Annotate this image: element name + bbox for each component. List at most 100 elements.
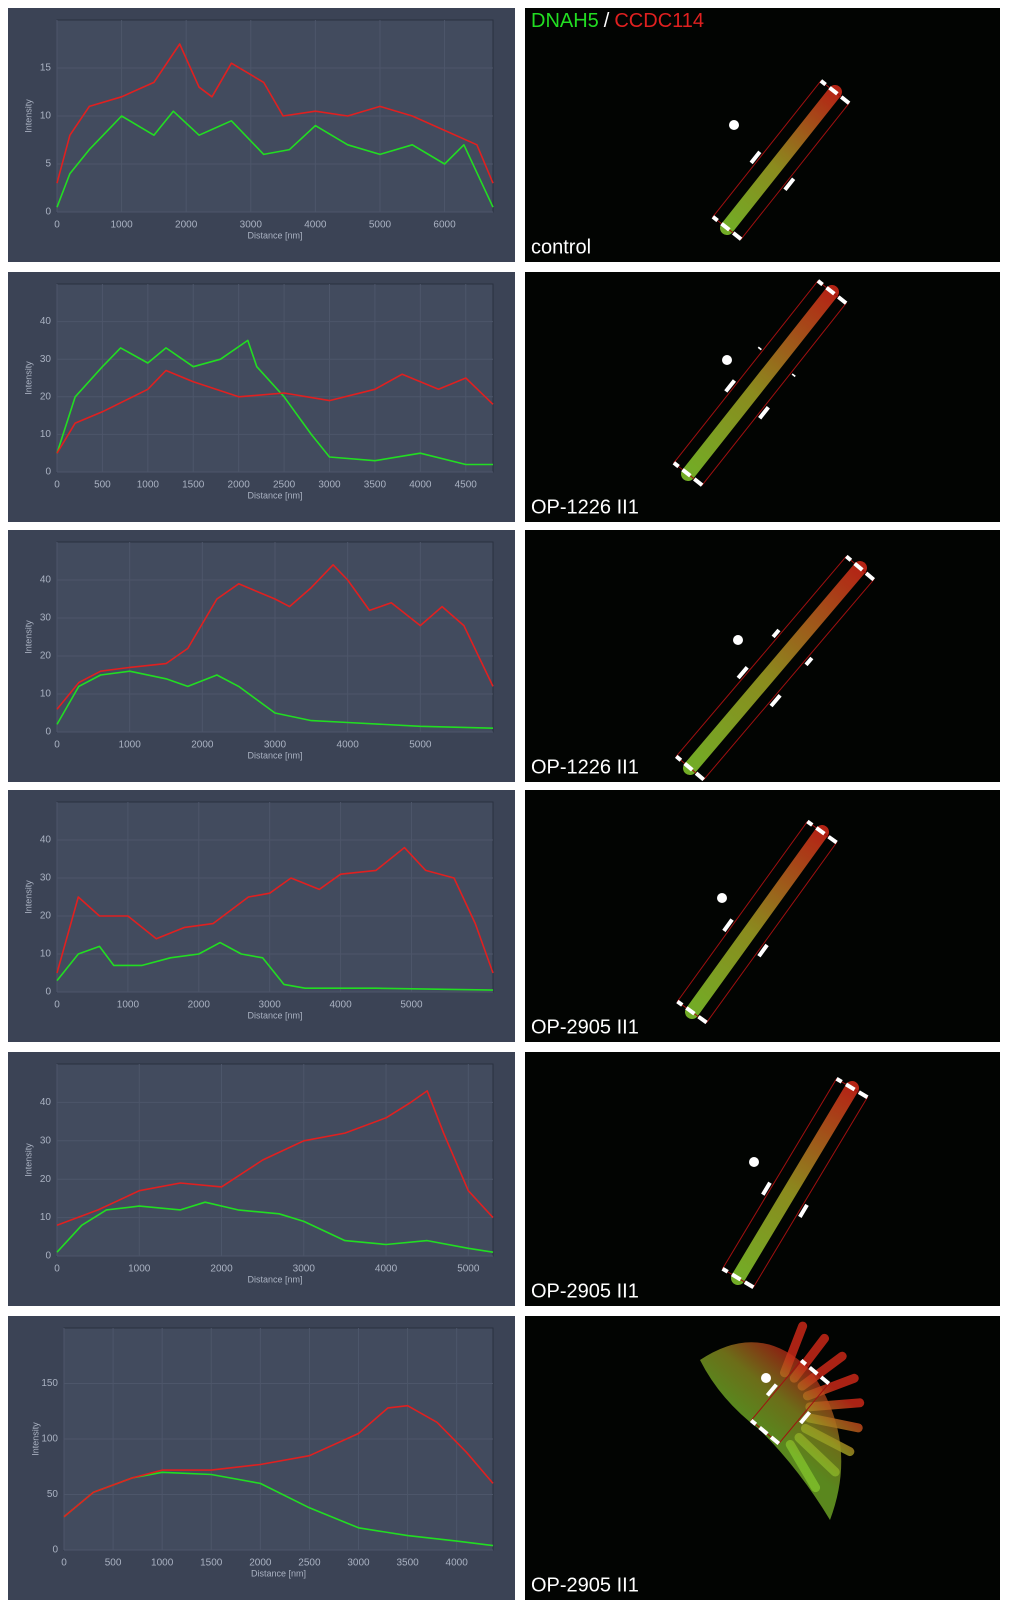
x-tick-label: 1000 [110, 220, 133, 231]
marker-dot [761, 1373, 771, 1383]
plot-area [57, 284, 493, 472]
marker-dot [722, 355, 732, 365]
x-tick-label: 2000 [191, 740, 214, 751]
y-tick-label: 0 [45, 207, 51, 218]
x-tick-label: 3000 [293, 1264, 316, 1275]
y-tick-label: 20 [40, 1174, 52, 1185]
y-tick-label: 10 [40, 949, 52, 960]
y-axis-label: Intensity [23, 620, 33, 654]
y-axis-label: Intensity [23, 99, 33, 133]
legend-entry: CCDC114 [614, 10, 704, 32]
y-tick-label: 30 [40, 613, 52, 624]
y-tick-label: 20 [40, 391, 52, 402]
x-tick-label: 4000 [375, 1264, 398, 1275]
x-tick-label: 3500 [396, 1558, 419, 1569]
x-tick-label: 0 [61, 1558, 67, 1569]
x-tick-label: 1000 [128, 1264, 151, 1275]
y-tick-label: 40 [40, 1097, 52, 1108]
y-tick-label: 0 [45, 987, 51, 998]
x-tick-label: 0 [54, 740, 60, 751]
x-axis-label: Distance [nm] [247, 1274, 302, 1284]
x-tick-label: 2000 [210, 1264, 233, 1275]
micrograph [525, 1052, 1000, 1306]
x-axis-label: Distance [nm] [247, 750, 302, 760]
marker-dot [733, 635, 743, 645]
marker-dot [729, 120, 739, 130]
x-tick-label: 4000 [446, 1558, 469, 1569]
marker-dot [717, 893, 727, 903]
x-tick-label: 500 [105, 1558, 122, 1569]
micrograph [525, 8, 1000, 262]
y-tick-label: 20 [40, 651, 52, 662]
x-tick-label: 2000 [228, 480, 251, 491]
x-axis-label: Distance [nm] [247, 490, 302, 500]
y-axis-label: Intensity [23, 1143, 33, 1177]
y-tick-label: 5 [45, 159, 51, 170]
y-tick-label: 10 [40, 111, 52, 122]
y-tick-label: 30 [40, 354, 52, 365]
legend-entry: DNAH5 [531, 10, 599, 32]
x-tick-label: 3500 [364, 480, 387, 491]
x-tick-label: 0 [54, 220, 60, 231]
image-caption: OP-2905 II1 [531, 1574, 639, 1596]
x-tick-label: 4000 [304, 220, 327, 231]
y-tick-label: 50 [47, 1489, 59, 1500]
plot-area [57, 802, 493, 992]
x-tick-label: 3000 [264, 740, 287, 751]
x-tick-label: 3000 [259, 1000, 282, 1011]
x-tick-label: 1000 [137, 480, 160, 491]
figure: 0510150100020003000400050006000Distance … [0, 0, 1017, 1609]
x-tick-label: 2000 [188, 1000, 211, 1011]
x-tick-label: 4000 [409, 480, 432, 491]
y-tick-label: 0 [45, 1251, 51, 1262]
y-tick-label: 10 [40, 429, 52, 440]
x-tick-label: 3000 [347, 1558, 370, 1569]
image-caption: OP-1226 II1 [531, 756, 639, 778]
x-tick-label: 3000 [318, 480, 341, 491]
x-tick-label: 1500 [182, 480, 205, 491]
x-tick-label: 4000 [329, 1000, 352, 1011]
x-tick-label: 4500 [455, 480, 478, 491]
legend: DNAH5/CCDC114 [531, 10, 704, 32]
legend-separator: / [604, 10, 610, 32]
y-axis-label: Intensity [30, 1422, 40, 1456]
y-tick-label: 15 [40, 63, 52, 74]
image-caption: OP-1226 II1 [531, 496, 639, 518]
x-tick-label: 1500 [200, 1558, 223, 1569]
image-caption: OP-2905 II1 [531, 1280, 639, 1302]
x-tick-label: 2500 [298, 1558, 321, 1569]
image-caption: OP-2905 II1 [531, 1016, 639, 1038]
marker-dot [749, 1157, 759, 1167]
micrograph [525, 530, 1000, 782]
y-axis-label: Intensity [23, 361, 33, 395]
x-tick-label: 2000 [175, 220, 198, 231]
micrograph [525, 272, 1000, 522]
x-tick-label: 5000 [409, 740, 432, 751]
x-tick-label: 1000 [151, 1558, 174, 1569]
y-tick-label: 10 [40, 689, 52, 700]
y-tick-label: 0 [52, 1545, 58, 1556]
y-tick-label: 40 [40, 575, 52, 586]
y-tick-label: 40 [40, 316, 52, 327]
x-tick-label: 0 [54, 1264, 60, 1275]
image-caption: control [531, 236, 591, 258]
y-tick-label: 100 [41, 1434, 58, 1445]
y-tick-label: 30 [40, 873, 52, 884]
x-tick-label: 3000 [240, 220, 263, 231]
x-tick-label: 5000 [457, 1264, 480, 1275]
y-tick-label: 0 [45, 467, 51, 478]
x-tick-label: 1000 [117, 1000, 140, 1011]
x-tick-label: 0 [54, 480, 60, 491]
x-tick-label: 0 [54, 1000, 60, 1011]
x-axis-label: Distance [nm] [247, 230, 302, 240]
y-axis-label: Intensity [23, 880, 33, 914]
y-tick-label: 30 [40, 1135, 52, 1146]
x-tick-label: 1000 [119, 740, 142, 751]
x-tick-label: 2000 [249, 1558, 272, 1569]
